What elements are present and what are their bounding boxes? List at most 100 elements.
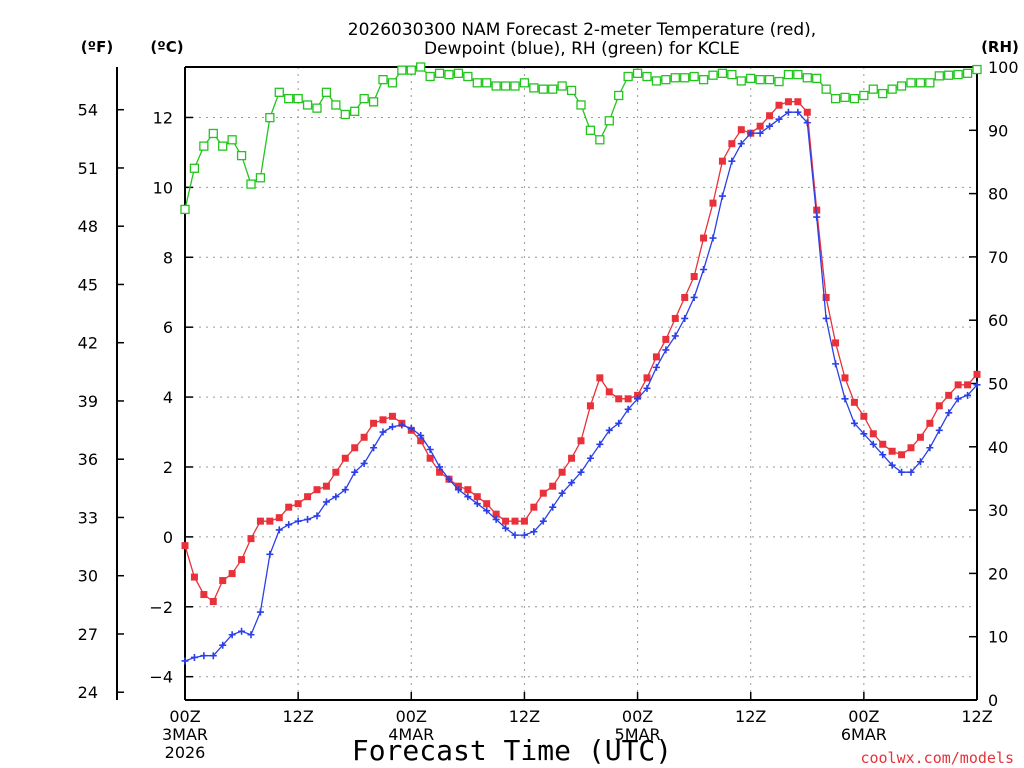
dewpoint-point	[247, 631, 255, 639]
rh-point	[746, 73, 756, 84]
dewpoint-point	[577, 468, 585, 476]
dewpoint-point	[841, 395, 849, 403]
rh-point	[529, 83, 539, 93]
rh-point	[453, 68, 464, 78]
chart-title-line2: Dewpoint (blue), RH (green) for KCLE	[424, 39, 740, 59]
dewpoint-point	[322, 498, 330, 506]
temperature-point	[737, 126, 745, 134]
rh-point	[284, 94, 294, 104]
x-tick-label: 00Z	[622, 707, 653, 726]
x-tick-label: 00Z	[848, 707, 879, 726]
rh-point	[472, 78, 482, 88]
temperature-point	[766, 112, 774, 120]
dewpoint-point	[671, 332, 679, 340]
rh-point	[538, 84, 548, 94]
temperature-point	[681, 293, 689, 301]
temperature-point	[219, 577, 227, 585]
temperature-point	[275, 514, 283, 522]
rh-point	[783, 69, 794, 80]
dewpoint-point	[351, 468, 359, 476]
dewpoint-point	[690, 293, 698, 301]
x-tick-label: 00Z	[169, 707, 200, 726]
rh-tick-label: 0	[988, 691, 998, 710]
dewpoint-point	[973, 381, 981, 389]
dewpoint-point	[869, 440, 877, 448]
rh-point	[302, 100, 313, 110]
temperature-point	[709, 199, 717, 207]
rh-point	[840, 92, 850, 103]
celsius-tick-label: 4	[163, 388, 173, 407]
x-axis-label: Forecast Time (UTC)	[352, 734, 672, 767]
rh-point	[595, 135, 605, 145]
rh-point	[859, 90, 869, 101]
rh-tick-label: 10	[988, 628, 1008, 647]
temperature-point	[313, 486, 321, 494]
temperature-point	[690, 272, 698, 280]
rh-point	[566, 85, 577, 96]
dewpoint-series	[181, 108, 981, 665]
dewpoint-point	[181, 657, 189, 665]
dewpoint-point	[285, 521, 293, 529]
rh-point	[755, 75, 765, 85]
fahrenheit-tick-label: 30	[78, 567, 98, 586]
temperature-point	[907, 444, 915, 452]
rh-point	[265, 112, 275, 123]
dewpoint-point	[709, 234, 717, 242]
rh-point	[378, 75, 388, 85]
temperature-point	[671, 314, 679, 322]
dewpoint-point	[879, 451, 887, 459]
temperature-point	[379, 416, 387, 424]
dewpoint-point	[850, 419, 858, 427]
dewpoint-point	[907, 468, 915, 476]
rh-point	[793, 69, 803, 80]
dewpoint-point	[586, 454, 594, 462]
temperature-point	[803, 108, 811, 116]
temperature-point	[841, 374, 849, 382]
rh-point	[321, 87, 332, 97]
celsius-tick-label: 10	[153, 178, 173, 197]
tick-labels: −4−2024681012242730333639424548515401020…	[78, 58, 1019, 762]
fahrenheit-tick-label: 48	[78, 217, 98, 236]
rh-point	[340, 109, 350, 120]
credit-label: coolwx.com/models	[860, 749, 1014, 767]
fahrenheit-tick-label: 39	[78, 392, 98, 411]
rh-point	[208, 128, 218, 139]
dewpoint-point	[473, 500, 481, 508]
dewpoint-point	[634, 395, 642, 403]
fahrenheit-unit-label: (ºF)	[81, 38, 113, 56]
dewpoint-point	[935, 426, 943, 434]
temperature-point	[586, 402, 594, 410]
temperature-point	[813, 206, 821, 214]
dewpoint-point	[860, 430, 868, 438]
dewpoint-point	[916, 458, 924, 466]
x-tick-label: 12Z	[961, 707, 992, 726]
dewpoint-point	[332, 493, 340, 501]
dewpoint-point	[822, 314, 830, 322]
rh-point	[519, 78, 530, 88]
rh-series	[180, 62, 982, 215]
dewpoint-point	[219, 641, 227, 649]
dewpoint-point	[832, 360, 840, 368]
rh-point	[350, 106, 360, 116]
temperature-point	[605, 388, 613, 396]
rh-point	[774, 76, 784, 87]
temperature-point	[209, 598, 217, 606]
rh-tick-label: 60	[988, 311, 1008, 330]
dewpoint-point	[341, 486, 349, 494]
rh-point	[416, 62, 426, 72]
dewpoint-point	[238, 627, 246, 635]
fahrenheit-tick-label: 33	[78, 508, 98, 527]
dewpoint-line	[184, 111, 978, 662]
dewpoint-point	[539, 517, 547, 525]
dewpoint-point	[209, 652, 217, 660]
rh-point	[670, 73, 680, 83]
dewpoint-point	[483, 507, 491, 515]
rh-point	[180, 204, 190, 215]
rh-point	[463, 71, 473, 82]
temperature-point	[954, 381, 962, 389]
dewpoint-point	[388, 423, 396, 431]
dewpoint-point	[530, 528, 538, 536]
rh-point	[878, 88, 888, 99]
rh-point	[962, 68, 973, 78]
fahrenheit-tick-label: 45	[78, 275, 98, 294]
